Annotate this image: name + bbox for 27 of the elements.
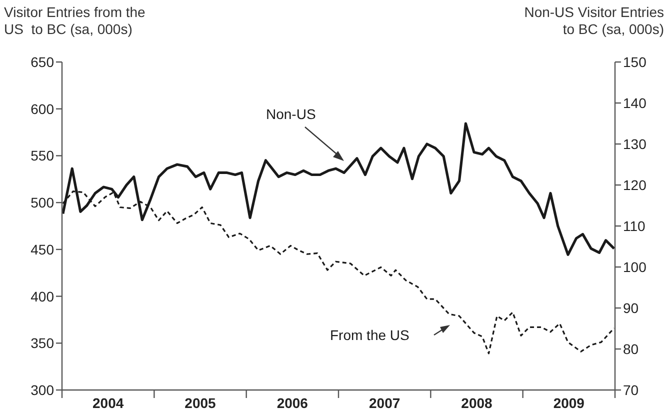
- y-tick-label: 550: [30, 148, 54, 164]
- x-tick-label: 2006: [276, 395, 308, 411]
- y-tick-label: 650: [30, 54, 54, 70]
- y-tick-label: 600: [30, 100, 54, 117]
- y2-tick-label: 90: [623, 300, 639, 316]
- y2-tick-label: 120: [623, 176, 647, 193]
- y2-tick-label: 130: [623, 136, 647, 152]
- x-tick-label: 2005: [184, 395, 216, 411]
- y-tick-label: 350: [30, 335, 54, 352]
- y-tick-label: 500: [30, 194, 54, 211]
- y-tick-label: 300: [30, 382, 54, 398]
- y2-tick-label: 80: [623, 340, 639, 357]
- y2-axis-title: Non-US Visitor Entries to BC (sa, 000s): [524, 4, 664, 38]
- text: Non-US: [266, 106, 316, 122]
- x-tick-label: 2008: [461, 395, 493, 411]
- y-tick-label: 450: [30, 241, 54, 258]
- x-tick-label: 2009: [553, 395, 585, 411]
- text: From the US: [330, 327, 410, 343]
- y-tick-label: 400: [30, 288, 54, 304]
- x-tick-label: 2007: [369, 395, 400, 411]
- y-axis-title: Visitor Entries from the US to BC (sa, 000s): [4, 4, 146, 38]
- x-tick-label: 2004: [92, 395, 124, 411]
- y2-tick-label: 100: [623, 258, 647, 275]
- y2-tick-label: 140: [623, 94, 647, 111]
- y2-tick-label: 110: [623, 218, 646, 234]
- y2-tick-label: 70: [623, 382, 639, 398]
- y2-tick-label: 150: [623, 54, 647, 70]
